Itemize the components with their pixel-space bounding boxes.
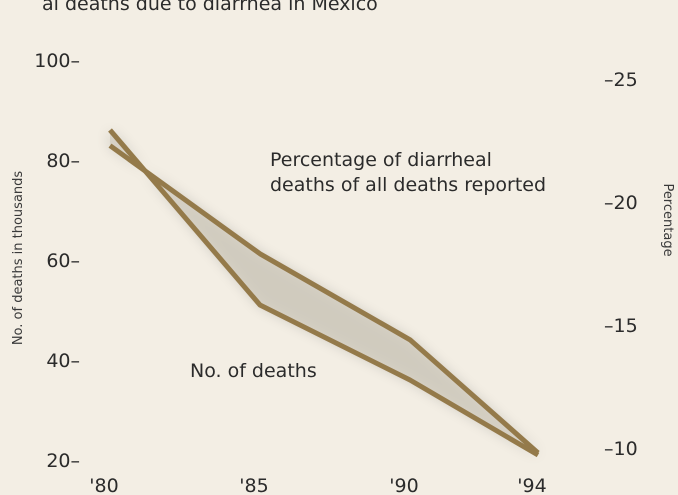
x-tick-label: '90 bbox=[389, 475, 418, 495]
left-axis-ticks: 20– 40– 60– 80– 100– bbox=[34, 50, 80, 472]
left-tick-label: 40– bbox=[46, 350, 80, 372]
deaths-series-line bbox=[108, 128, 540, 458]
right-tick-label: –10 bbox=[604, 438, 638, 460]
deaths-annotation: No. of deaths bbox=[190, 360, 317, 382]
x-tick-label: '80 bbox=[89, 475, 118, 495]
left-tick-label: 60– bbox=[46, 250, 80, 272]
left-tick-label: 80– bbox=[46, 150, 80, 172]
right-tick-label: –15 bbox=[604, 315, 638, 337]
right-tick-label: –25 bbox=[604, 69, 638, 91]
right-axis-ticks: –10 –15 –20 –25 bbox=[604, 69, 638, 460]
percentage-series-line bbox=[108, 143, 540, 455]
left-tick-label: 20– bbox=[46, 450, 80, 472]
x-axis-ticks: '80 '85 '90 '94 bbox=[89, 475, 546, 495]
percentage-annotation-line1: Percentage of diarrheal bbox=[270, 149, 492, 171]
x-tick-label: '94 bbox=[517, 475, 546, 495]
right-tick-label: –20 bbox=[604, 192, 638, 214]
left-tick-label: 100– bbox=[34, 50, 80, 72]
left-axis-title: No. of deaths in thousands bbox=[11, 171, 26, 346]
right-axis-title: Percentage bbox=[660, 183, 675, 256]
chart-title: al deaths due to diarrhea in Mexico bbox=[42, 0, 378, 15]
series-lines bbox=[108, 128, 540, 458]
percentage-annotation-line2: deaths of all deaths reported bbox=[270, 174, 546, 196]
x-tick-label: '85 bbox=[239, 475, 268, 495]
